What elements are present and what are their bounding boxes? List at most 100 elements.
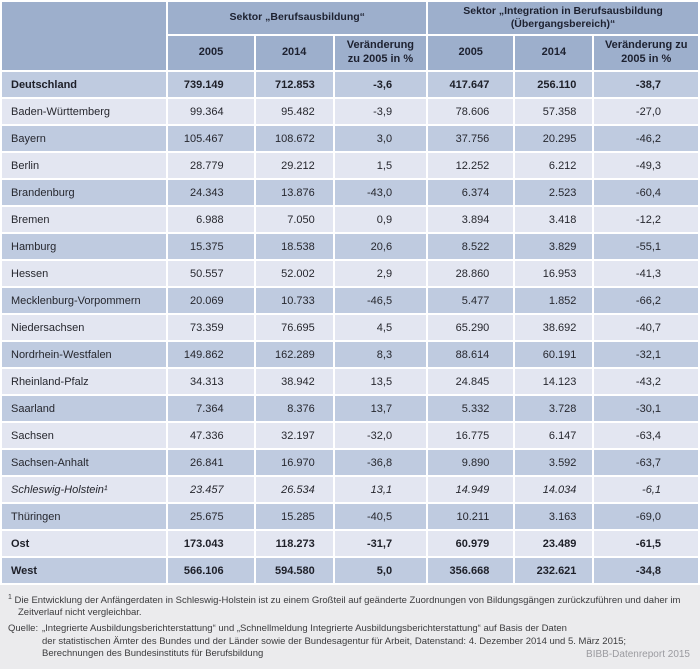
cell-value: -40,7 xyxy=(594,315,698,340)
table-row: Baden-Württemberg 99.364 95.482 -3,9 78.606 5… xyxy=(2,99,698,124)
cell-value: -41,3 xyxy=(594,261,698,286)
cell-value: 23.489 xyxy=(515,531,593,556)
footnote-marker: 1 xyxy=(8,594,12,601)
cell-value: 34.313 xyxy=(168,369,254,394)
cell-value: -32,1 xyxy=(594,342,698,367)
cell-value: 16.775 xyxy=(428,423,514,448)
cell-value: 162.289 xyxy=(255,342,333,367)
cell-value: -3,9 xyxy=(334,99,427,124)
table-row: Rheinland-Pfalz 34.313 38.942 13,5 24.845 14.… xyxy=(2,369,698,394)
cell-value: 13,7 xyxy=(334,396,427,421)
row-label: Hessen xyxy=(2,261,167,286)
col-header-change-left: Veränderung zu 2005 in % xyxy=(334,36,427,70)
cell-value: -32,0 xyxy=(334,423,427,448)
col-header-change-right: Veränderung zu 2005 in % xyxy=(594,36,698,70)
year-header-row: 2005 2014 Veränderung zu 2005 in % 2005 … xyxy=(2,36,698,70)
cell-value: 1,5 xyxy=(334,153,427,178)
table-row: Deutschland 739.149 712.853 -3,6 417.647 256.… xyxy=(2,72,698,97)
row-label: Ost xyxy=(2,531,167,556)
cell-value: 16.970 xyxy=(255,450,333,475)
corner-cell xyxy=(2,2,167,70)
source-lines: „Integrierte Ausbildungsberichterstattun… xyxy=(42,623,626,661)
cell-value: -27,0 xyxy=(594,99,698,124)
table-row: Niedersachsen 73.359 76.695 4,5 65.290 38.692… xyxy=(2,315,698,340)
row-label: Hamburg xyxy=(2,234,167,259)
cell-value: 6.988 xyxy=(168,207,254,232)
sector-header-uebergangsbereich: Sektor „Integration in Berufsausbildung … xyxy=(428,2,698,34)
table-row: Schleswig-Holstein¹ 23.457 26.534 13,1 14.94… xyxy=(2,477,698,502)
cell-value: 3.592 xyxy=(515,450,593,475)
cell-value: 95.482 xyxy=(255,99,333,124)
cell-value: 594.580 xyxy=(255,558,333,583)
row-label: Nordrhein-Westfalen xyxy=(2,342,167,367)
cell-value: 712.853 xyxy=(255,72,333,97)
source-block: Quelle: „Integrierte Ausbildungsberichte… xyxy=(8,623,692,661)
table-row: Sachsen-Anhalt 26.841 16.970 -36,8 9.890 3.59… xyxy=(2,450,698,475)
cell-value: -36,8 xyxy=(334,450,427,475)
cell-value: 24.343 xyxy=(168,180,254,205)
cell-value: 14.949 xyxy=(428,477,514,502)
table-row: Sachsen 47.336 32.197 -32,0 16.775 6.147 -63,4 xyxy=(2,423,698,448)
cell-value: 13,1 xyxy=(334,477,427,502)
cell-value: 16.953 xyxy=(515,261,593,286)
cell-value: 13,5 xyxy=(334,369,427,394)
cell-value: 78.606 xyxy=(428,99,514,124)
cell-value: 13.876 xyxy=(255,180,333,205)
row-label: Berlin xyxy=(2,153,167,178)
table-footer: 1 Die Entwicklung der Anfängerdaten in S… xyxy=(0,585,700,661)
row-label: Mecklenburg-Vorpommern xyxy=(2,288,167,313)
statistics-table: Sektor „Berufsausbildung“ Sektor „Integr… xyxy=(0,0,700,585)
table-row: Brandenburg 24.343 13.876 -43,0 6.374 2.523 -6… xyxy=(2,180,698,205)
cell-value: -60,4 xyxy=(594,180,698,205)
cell-value: 28.779 xyxy=(168,153,254,178)
table-row: West 566.106 594.580 5,0 356.668 232.621 -34,8 xyxy=(2,558,698,583)
cell-value: 20,6 xyxy=(334,234,427,259)
source-label: Quelle: xyxy=(8,623,39,635)
cell-value: 3.163 xyxy=(515,504,593,529)
row-label: Saarland xyxy=(2,396,167,421)
cell-value: 37.756 xyxy=(428,126,514,151)
row-label: Sachsen xyxy=(2,423,167,448)
cell-value: 6.147 xyxy=(515,423,593,448)
table-row: Bremen 6.988 7.050 0,9 3.894 3.418 -12,2 xyxy=(2,207,698,232)
cell-value: 14.034 xyxy=(515,477,593,502)
table-row: Hessen 50.557 52.002 2,9 28.860 16.953 -41,3 xyxy=(2,261,698,286)
table-row: Nordrhein-Westfalen 149.862 162.289 8,3 88.6… xyxy=(2,342,698,367)
cell-value: 7.364 xyxy=(168,396,254,421)
cell-value: 2,9 xyxy=(334,261,427,286)
cell-value: 6.212 xyxy=(515,153,593,178)
cell-value: 5.477 xyxy=(428,288,514,313)
cell-value: -30,1 xyxy=(594,396,698,421)
cell-value: 0,9 xyxy=(334,207,427,232)
cell-value: 3.728 xyxy=(515,396,593,421)
cell-value: -3,6 xyxy=(334,72,427,97)
table-body: Deutschland 739.149 712.853 -3,6 417.647 256.… xyxy=(2,72,698,583)
col-header-2014-left: 2014 xyxy=(255,36,333,70)
row-label: Niedersachsen xyxy=(2,315,167,340)
cell-value: -6,1 xyxy=(594,477,698,502)
cell-value: 149.862 xyxy=(168,342,254,367)
cell-value: 99.364 xyxy=(168,99,254,124)
sector-header-row: Sektor „Berufsausbildung“ Sektor „Integr… xyxy=(2,2,698,70)
row-label: West xyxy=(2,558,167,583)
cell-value: 20.295 xyxy=(515,126,593,151)
cell-value: 25.675 xyxy=(168,504,254,529)
table-row: Berlin 28.779 29.212 1,5 12.252 6.212 -49,3 xyxy=(2,153,698,178)
row-label: Bayern xyxy=(2,126,167,151)
table-row: Thüringen 25.675 15.285 -40,5 10.211 3.163 -69… xyxy=(2,504,698,529)
cell-value: 73.359 xyxy=(168,315,254,340)
cell-value: -43,2 xyxy=(594,369,698,394)
source-line: „Integrierte Ausbildungsberichterstattun… xyxy=(42,623,567,635)
cell-value: 3.894 xyxy=(428,207,514,232)
cell-value: 29.212 xyxy=(255,153,333,178)
cell-value: 15.285 xyxy=(255,504,333,529)
cell-value: 57.358 xyxy=(515,99,593,124)
cell-value: 24.845 xyxy=(428,369,514,394)
cell-value: -69,0 xyxy=(594,504,698,529)
col-header-2005-left: 2005 xyxy=(168,36,254,70)
cell-value: 8,3 xyxy=(334,342,427,367)
cell-value: -66,2 xyxy=(594,288,698,313)
row-label: Rheinland-Pfalz xyxy=(2,369,167,394)
cell-value: 15.375 xyxy=(168,234,254,259)
